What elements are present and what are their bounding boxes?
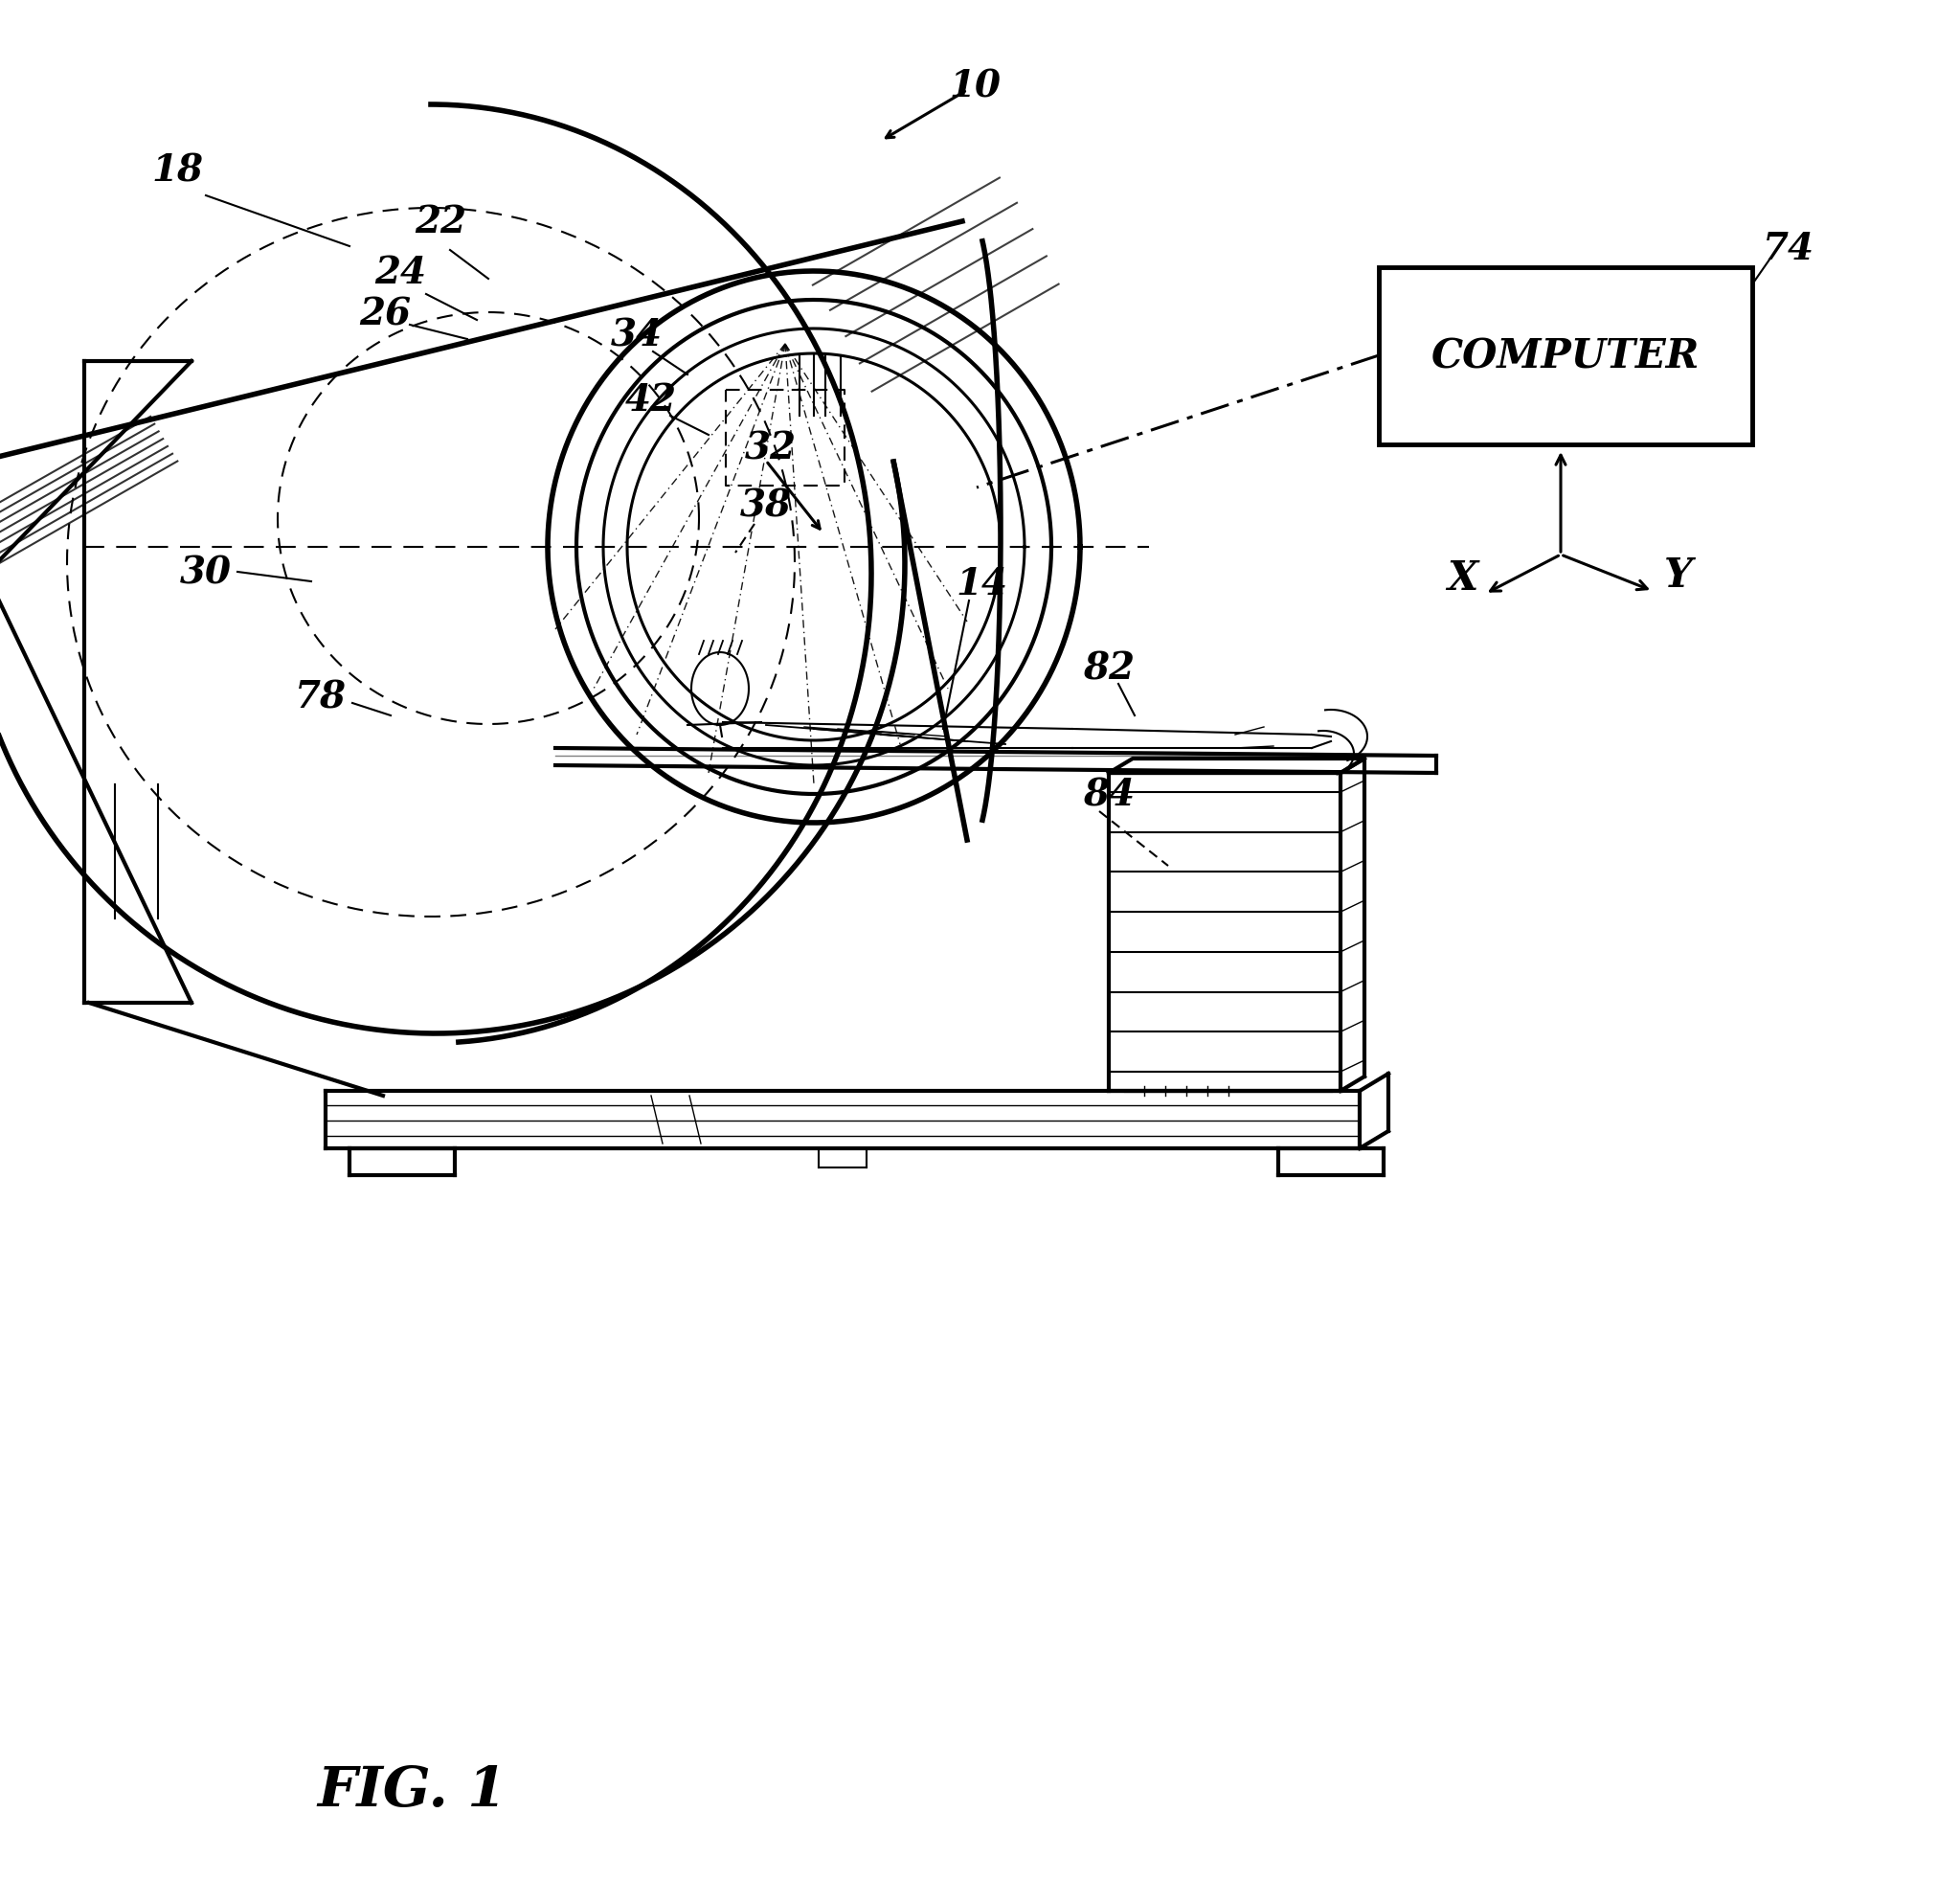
Text: 82: 82	[1084, 651, 1135, 687]
Text: 30: 30	[180, 555, 231, 591]
Text: 14: 14	[956, 566, 1007, 602]
Text: 32: 32	[745, 429, 796, 466]
Text: 22: 22	[416, 203, 466, 241]
Text: 38: 38	[741, 487, 792, 523]
Text: FIG. 1: FIG. 1	[318, 1762, 506, 1817]
Text: 34: 34	[612, 316, 662, 354]
Text: 24: 24	[374, 254, 425, 292]
Text: 42: 42	[625, 382, 676, 418]
Text: Z: Z	[1572, 406, 1601, 448]
Text: 10: 10	[949, 68, 1002, 103]
Text: 18: 18	[151, 152, 204, 188]
Text: X: X	[1446, 559, 1478, 598]
Text: COMPUTER: COMPUTER	[1431, 337, 1699, 376]
Text: 84: 84	[1084, 777, 1135, 813]
Bar	[1378, 267, 1752, 446]
Text: 26: 26	[359, 295, 412, 333]
Text: 74: 74	[1762, 231, 1815, 267]
Text: Y: Y	[1664, 555, 1693, 596]
Text: 78: 78	[294, 679, 347, 715]
